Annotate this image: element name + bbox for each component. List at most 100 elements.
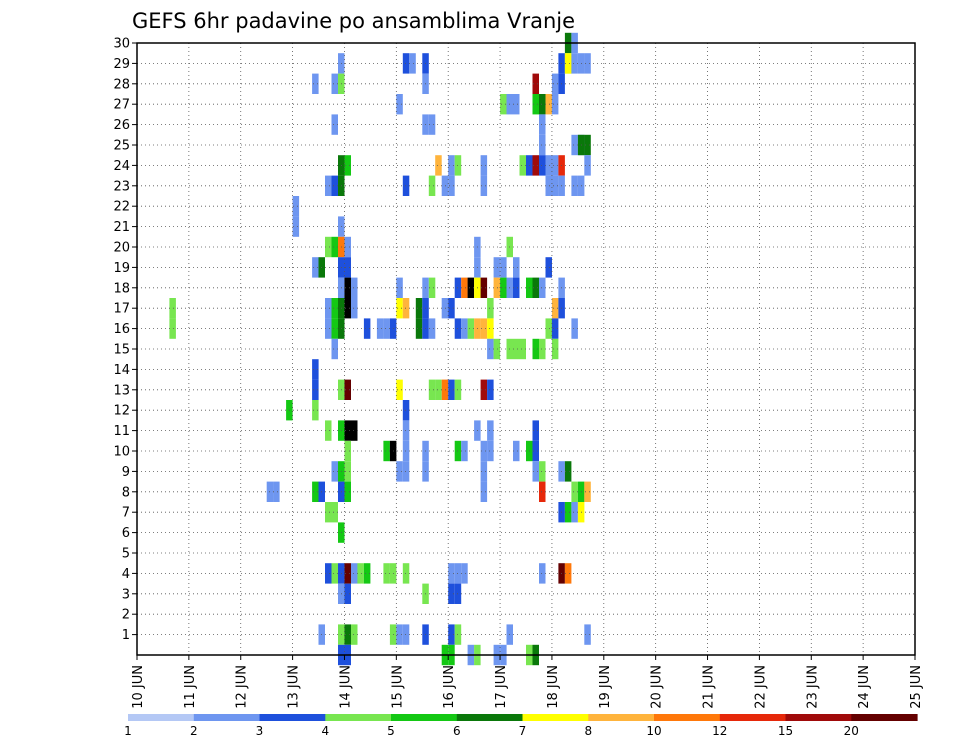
heatmap-cell	[402, 440, 410, 462]
y-tick-label: 17	[113, 302, 130, 317]
heatmap-cell	[344, 481, 351, 502]
y-tick-label: 19	[113, 261, 130, 276]
heatmap-cell	[571, 502, 578, 523]
heatmap-cell	[551, 338, 559, 360]
heatmap-cell	[331, 502, 338, 523]
y-tick-label: 7	[122, 506, 130, 521]
heatmap-cell	[325, 318, 332, 339]
heatmap-cell	[402, 624, 410, 645]
colorbar-swatch	[719, 714, 787, 721]
heatmap-cell	[402, 400, 410, 421]
heatmap-cell	[312, 379, 319, 400]
heatmap-cell	[551, 175, 559, 196]
x-tick-label: 10 JUN	[131, 665, 146, 709]
heatmap-cell	[344, 624, 351, 645]
heatmap-cell	[383, 440, 390, 462]
heatmap-cell	[448, 298, 455, 319]
colorbar-label: 2	[190, 724, 198, 738]
colorbar-label: 15	[778, 724, 793, 738]
heatmap-cell	[532, 94, 539, 115]
heatmap-cell	[545, 175, 552, 196]
heatmap-cell	[331, 318, 338, 339]
heatmap-cell	[584, 134, 591, 156]
colorbar-swatch	[391, 714, 458, 721]
heatmap-cell	[564, 563, 572, 584]
y-tick-label: 22	[113, 200, 130, 215]
heatmap-cell	[357, 563, 364, 584]
y-tick-label: 6	[122, 526, 130, 541]
y-axis: 1234567891011121314151617181920212223242…	[113, 37, 137, 643]
heatmap-cell	[513, 277, 520, 298]
heatmap-cell	[545, 257, 552, 278]
heatmap-cell	[551, 298, 559, 319]
heatmap-cell	[312, 257, 319, 278]
heatmap-cell	[480, 318, 488, 339]
heatmap-cell	[363, 318, 371, 339]
heatmap-cell	[441, 379, 449, 400]
heatmap-cell	[331, 338, 338, 360]
heatmap-cell	[448, 563, 455, 584]
heatmap-cell	[480, 440, 488, 462]
y-tick-label: 16	[113, 322, 130, 337]
x-tick-label: 14 JUN	[338, 665, 353, 709]
heatmap-cell	[539, 114, 546, 135]
heatmap-cell	[467, 318, 475, 339]
heatmap-cell	[435, 155, 442, 176]
heatmap-cell	[539, 277, 546, 298]
heatmap-cell	[519, 155, 526, 176]
heatmap-cell	[331, 461, 338, 482]
x-tick-label: 12 JUN	[235, 665, 250, 709]
y-tick-label: 14	[113, 363, 130, 378]
heatmap-cell	[402, 298, 410, 319]
heatmap-cell	[487, 318, 494, 339]
heatmap-cell	[325, 298, 332, 319]
heatmap-cell	[461, 318, 468, 339]
heatmap-cell	[564, 461, 572, 482]
heatmap-cell	[532, 155, 539, 176]
heatmap-cell	[480, 461, 488, 482]
heatmap-cell	[487, 338, 494, 360]
heatmap-cell	[545, 318, 552, 339]
heatmap-cell	[519, 338, 526, 360]
heatmap-cell	[428, 318, 436, 339]
heatmap-cell	[571, 134, 578, 156]
heatmap-cell	[571, 175, 578, 196]
heatmap-cell	[312, 359, 319, 380]
heatmap-cell	[428, 114, 436, 135]
grid-lines	[136, 42, 916, 655]
colorbar-swatch	[456, 714, 524, 721]
x-axis: 10 JUN 11 JUN 12 JUN 13 JUN 14 JUN 15 JUN 16 J…	[131, 655, 924, 709]
heatmap-cell	[539, 563, 546, 584]
y-tick-label: 18	[113, 281, 130, 296]
heatmap-cell	[351, 298, 358, 319]
heatmap-cell	[539, 94, 546, 115]
heatmap-cell	[428, 175, 436, 196]
heatmap-cell	[331, 298, 338, 319]
heatmap-cell	[435, 379, 442, 400]
x-tick-label: 25 JUN	[909, 665, 924, 709]
heatmap-cell	[487, 298, 494, 319]
colorbar-swatch	[654, 714, 721, 721]
colorbar-swatch	[259, 714, 326, 721]
heatmap-cell	[493, 338, 501, 360]
heatmap-cell	[325, 175, 332, 196]
colorbar-label: 12	[712, 724, 727, 738]
heatmap-cell	[532, 440, 539, 462]
y-tick-label: 28	[113, 77, 130, 92]
heatmap-cell	[480, 277, 488, 298]
heatmap-cell	[169, 318, 176, 339]
heatmap-cell	[292, 216, 300, 237]
y-tick-label: 20	[113, 241, 130, 256]
x-tick-label: 19 JUN	[598, 665, 613, 709]
y-tick-label: 8	[122, 485, 130, 500]
heatmap-cell	[402, 461, 410, 482]
colorbar-label: 4	[321, 724, 329, 738]
heatmap-cell	[584, 53, 591, 74]
colorbar-swatch	[851, 714, 918, 721]
heatmap-cell	[292, 196, 300, 217]
y-tick-label: 11	[113, 424, 130, 439]
heatmap-cell	[331, 73, 338, 94]
heatmap-cell	[409, 53, 416, 74]
heatmap-cells	[169, 32, 591, 666]
